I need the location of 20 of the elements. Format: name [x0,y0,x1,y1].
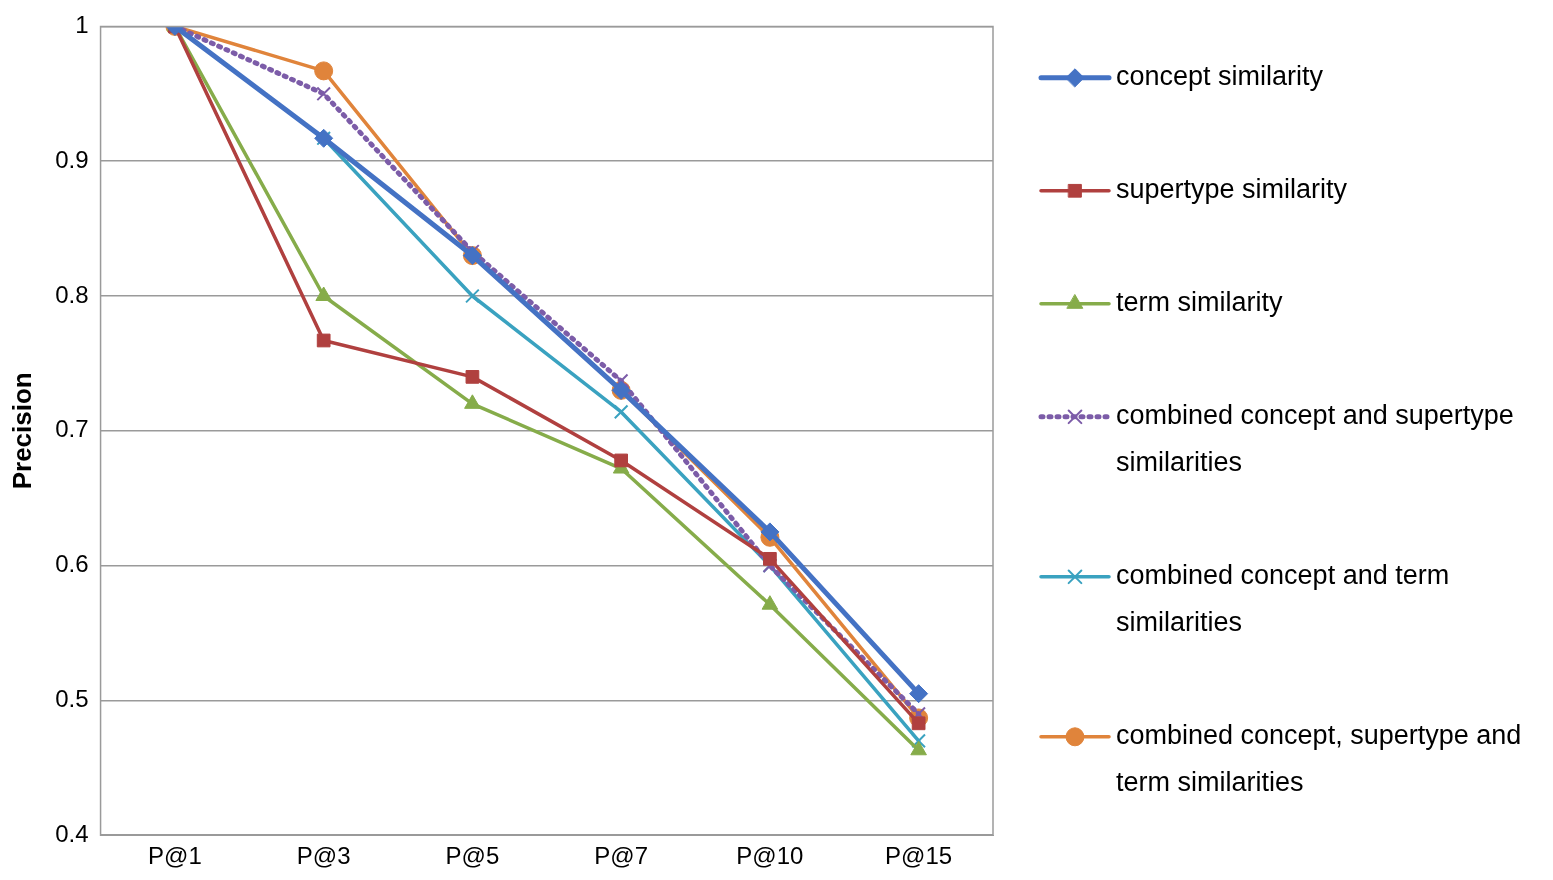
x-tick-label: P@7 [594,842,649,870]
y-tick-label: 0.4 [55,819,89,847]
y-tick-label: 0.5 [55,685,89,713]
y-tick-label: 1 [75,11,89,39]
y-tick-label: 0.9 [55,145,89,173]
x-tick-label: P@15 [885,842,953,870]
x-tick-label: P@1 [148,842,202,870]
y-tick-label: 0.7 [55,415,89,443]
legend-label: concept similarity [1116,61,1324,92]
legend-label: supertype similarity [1116,174,1348,205]
x-tick-label: P@10 [736,842,804,870]
legend-label: combined concept and term similarities [1116,560,1450,638]
legend-label: combined concept and supertype similarities [1116,400,1514,478]
y-tick-label: 0.6 [55,550,89,578]
legend-label: combined concept, supertype and term similarities [1116,720,1522,798]
legend-label: term similarity [1116,287,1283,318]
x-tick-label: P@3 [296,842,351,870]
y-tick-label: 0.8 [55,280,89,308]
y-axis-title: Precision [6,372,37,490]
x-tick-label: P@5 [445,842,500,870]
